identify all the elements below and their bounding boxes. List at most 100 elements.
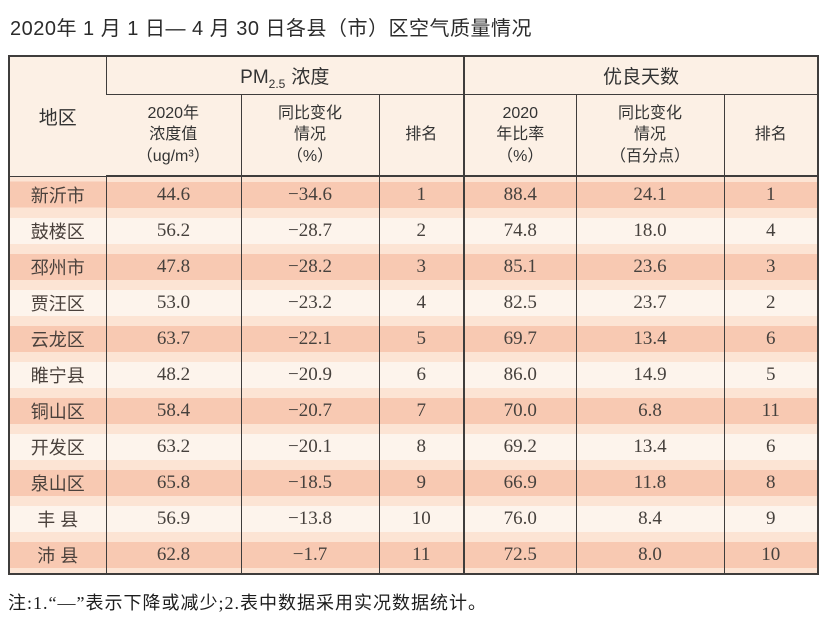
cell-pm_change: −20.9 (240, 357, 379, 393)
cell-good_change: 13.4 (575, 321, 724, 357)
table-row: 鼓楼区 56.2 −28.7 2 74.8 18.0 4 (9, 213, 819, 249)
table-row: 铜山区 58.4 −20.7 7 70.0 6.8 11 (9, 393, 819, 429)
cell-pm_rank: 4 (378, 285, 464, 321)
cell-good_ratio: 76.0 (463, 501, 576, 537)
cell-pm_change: −23.2 (240, 285, 379, 321)
corner-header-region: 地区 (9, 56, 106, 177)
table-row: 泉山区 65.8 −18.5 9 66.9 11.8 8 (9, 465, 819, 501)
cell-pm_rank: 3 (378, 249, 464, 285)
cell-pm_change: −28.7 (240, 213, 379, 249)
page-title: 2020年 1 月 1 日— 4 月 30 日各县（市）区空气质量情况 (10, 18, 533, 40)
cell-pm_value: 53.0 (105, 285, 241, 321)
cell-pm_rank: 6 (378, 357, 464, 393)
pm-label-prefix: PM (240, 67, 269, 88)
cell-pm_change: −34.6 (240, 176, 379, 213)
cell-region: 丰 县 (9, 501, 106, 537)
cell-region: 邳州市 (9, 249, 106, 285)
cell-good_change: 18.0 (575, 213, 724, 249)
group-header-row: 地区 PM2.5 浓度 优良天数 (9, 56, 819, 177)
cell-pm_change: −28.2 (240, 249, 379, 285)
cell-pm_value: 65.8 (105, 465, 241, 501)
pm-group-header: PM2.5 浓度 (105, 56, 464, 95)
table-row: 开发区 63.2 −20.1 8 69.2 13.4 6 (9, 429, 819, 465)
cell-pm_value: 56.2 (105, 213, 241, 249)
cell-good_ratio: 69.7 (463, 321, 576, 357)
cell-region: 铜山区 (9, 393, 106, 429)
cell-good_rank: 4 (723, 213, 819, 249)
cell-good_rank: 1 (723, 176, 819, 213)
cell-good_change: 6.8 (575, 393, 724, 429)
table-body: 新沂市 44.6 −34.6 1 88.4 24.1 1 鼓楼区 56.2 −28.7 2 74.8 1… (9, 176, 819, 574)
cell-good_ratio: 70.0 (463, 393, 576, 429)
sub-header-row: 2020年 浓度值 （ug/m³） 同比变化 情况 （%） 排名 2020 年比… (9, 94, 819, 177)
cell-good_ratio: 66.9 (463, 465, 576, 501)
cell-region: 新沂市 (9, 176, 106, 213)
cell-pm_value: 56.9 (105, 501, 241, 537)
cell-good_rank: 11 (723, 393, 819, 429)
cell-pm_change: −1.7 (240, 537, 379, 574)
table-row: 云龙区 63.7 −22.1 5 69.7 13.4 6 (9, 321, 819, 357)
cell-pm_change: −18.5 (240, 465, 379, 501)
cell-region: 沛 县 (9, 537, 106, 574)
cell-region: 睢宁县 (9, 357, 106, 393)
cell-good_ratio: 74.8 (463, 213, 576, 249)
cell-pm_rank: 1 (378, 176, 464, 213)
good-days-group-header: 优良天数 (462, 56, 819, 95)
cell-pm_value: 44.6 (105, 176, 241, 213)
header-pm-value: 2020年 浓度值 （ug/m³） (106, 94, 241, 177)
cell-pm_value: 63.2 (105, 429, 241, 465)
cell-good_rank: 5 (723, 357, 819, 393)
cell-pm_change: −13.8 (240, 501, 379, 537)
cell-good_rank: 6 (723, 429, 819, 465)
cell-good_change: 23.6 (575, 249, 724, 285)
cell-region: 泉山区 (9, 465, 106, 501)
header-good-ratio: 2020 年比率 （%） (463, 94, 576, 177)
cell-pm_rank: 8 (378, 429, 464, 465)
cell-good_change: 13.4 (575, 429, 724, 465)
cell-region: 贾汪区 (9, 285, 106, 321)
cell-good_rank: 2 (723, 285, 819, 321)
table-row: 新沂市 44.6 −34.6 1 88.4 24.1 1 (9, 176, 819, 213)
table-row: 贾汪区 53.0 −23.2 4 82.5 23.7 2 (9, 285, 819, 321)
table-row: 沛 县 62.8 −1.7 11 72.5 8.0 10 (9, 537, 819, 574)
cell-pm_rank: 7 (378, 393, 464, 429)
header-pm-change: 同比变化 情况 （%） (240, 94, 379, 177)
cell-good_change: 14.9 (575, 357, 724, 393)
cell-pm_value: 62.8 (105, 537, 241, 574)
cell-good_rank: 10 (723, 537, 819, 574)
cell-good_ratio: 88.4 (463, 176, 576, 213)
header-good-change: 同比变化 情况 （百分点） (575, 94, 724, 177)
cell-good_ratio: 72.5 (463, 537, 576, 574)
cell-pm_rank: 11 (378, 537, 464, 574)
cell-pm_rank: 5 (378, 321, 464, 357)
cell-pm_change: −22.1 (240, 321, 379, 357)
table-row: 丰 县 56.9 −13.8 10 76.0 8.4 9 (9, 501, 819, 537)
cell-region: 鼓楼区 (9, 213, 106, 249)
header-pm-rank: 排名 (378, 94, 464, 177)
cell-pm_rank: 2 (378, 213, 464, 249)
cell-pm_value: 63.7 (105, 321, 241, 357)
cell-pm_rank: 9 (378, 465, 464, 501)
cell-good_rank: 6 (723, 321, 819, 357)
table-row: 睢宁县 48.2 −20.9 6 86.0 14.9 5 (9, 357, 819, 393)
table-row: 邳州市 47.8 −28.2 3 85.1 23.6 3 (9, 249, 819, 285)
cell-region: 云龙区 (9, 321, 106, 357)
cell-good_ratio: 69.2 (463, 429, 576, 465)
cell-good_change: 11.8 (575, 465, 724, 501)
cell-good_rank: 3 (723, 249, 819, 285)
table-header: 地区 PM2.5 浓度 优良天数 2020年 浓度值 （ug/m³） 同比变化 情… (9, 56, 819, 177)
header-good-rank: 排名 (723, 94, 819, 177)
footnote: 注:1.“—”表示下降或减少;2.表中数据采用实况数据统计。 (8, 593, 487, 613)
pm-label-subscript: 2.5 (268, 76, 286, 91)
cell-good_change: 8.4 (575, 501, 724, 537)
cell-pm_rank: 10 (378, 501, 464, 537)
cell-good_change: 24.1 (575, 176, 724, 213)
cell-pm_change: −20.7 (240, 393, 379, 429)
cell-good_change: 23.7 (575, 285, 724, 321)
cell-region: 开发区 (9, 429, 106, 465)
cell-good_rank: 9 (723, 501, 819, 537)
cell-pm_value: 48.2 (105, 357, 241, 393)
cell-good_ratio: 86.0 (463, 357, 576, 393)
cell-pm_value: 47.8 (105, 249, 241, 285)
